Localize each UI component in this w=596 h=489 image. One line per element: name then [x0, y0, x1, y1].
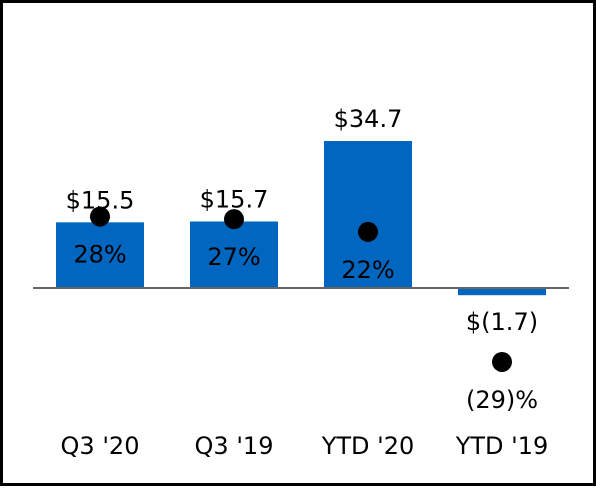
bar-1 [190, 221, 278, 288]
marker-pct-label-3: (29)% [466, 386, 538, 414]
bar-value-label-0: $15.5 [66, 186, 135, 214]
labels-layer: $15.5 $15.7 $34.7 $(1.7) 28% 27% 22% (29)% Q3 '2… [61, 105, 549, 460]
marker-dot-2 [358, 221, 378, 242]
bar-value-label-3: $(1.7) [466, 308, 538, 336]
bar-2 [324, 141, 412, 288]
category-label-1: Q3 '19 [195, 432, 274, 460]
bars-layer [56, 141, 546, 296]
category-label-2: YTD '20 [321, 432, 415, 460]
marker-pct-label-1: 27% [207, 243, 260, 271]
category-label-3: YTD '19 [455, 432, 549, 460]
bar-3 [458, 288, 546, 296]
bar-value-label-2: $34.7 [334, 105, 403, 133]
bar-chart: $15.5 $15.7 $34.7 $(1.7) 28% 27% 22% (29)% Q3 '2… [33, 105, 569, 460]
category-label-0: Q3 '20 [61, 432, 140, 460]
marker-dot-0 [90, 206, 110, 227]
marker-dot-1 [224, 209, 244, 230]
bar-0 [56, 222, 144, 288]
marker-pct-label-2: 22% [341, 256, 394, 284]
marker-dot-3 [492, 351, 512, 372]
marker-pct-label-0: 28% [73, 241, 126, 269]
markers-layer [90, 206, 512, 372]
bar-value-label-1: $15.7 [200, 185, 269, 213]
